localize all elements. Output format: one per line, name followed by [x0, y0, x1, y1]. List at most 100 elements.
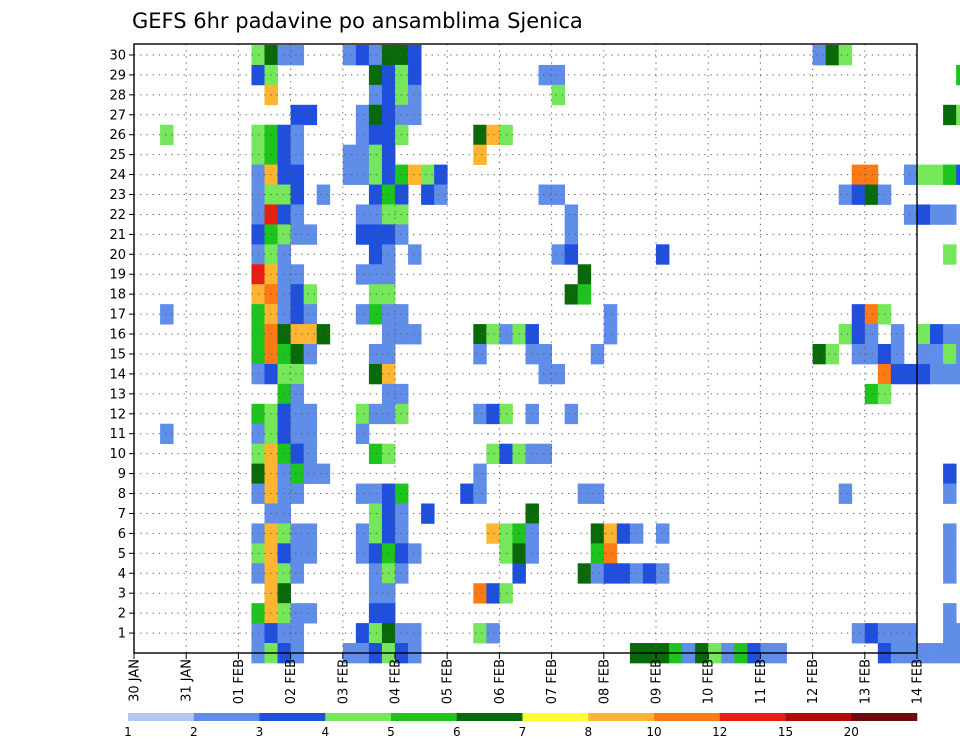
heatmap-cell — [277, 523, 291, 544]
heatmap-cell — [277, 284, 291, 305]
heatmap-cell — [851, 184, 866, 205]
heatmap-cell — [603, 304, 618, 325]
y-tick-label: 9 — [118, 467, 126, 482]
colorbar-swatch — [851, 713, 918, 721]
heatmap-cell — [355, 164, 370, 185]
heatmap-cell — [277, 224, 291, 245]
colorbar-label: 12 — [712, 725, 727, 739]
heatmap-cell — [956, 64, 960, 86]
heatmap-cell — [290, 543, 305, 564]
heatmap-cell — [903, 164, 918, 185]
heatmap-cell — [355, 124, 370, 146]
heatmap-cell — [930, 204, 944, 225]
x-tick-label: 01 FEB — [232, 659, 247, 704]
heatmap-cell — [277, 184, 291, 205]
x-tick-label: 14 FEB — [911, 659, 926, 704]
heatmap-cell — [408, 164, 422, 185]
heatmap-cell — [943, 523, 957, 544]
heatmap-cell — [590, 543, 605, 564]
heatmap-cell — [551, 64, 566, 86]
heatmap-cell — [290, 284, 305, 305]
heatmap-cell — [277, 45, 291, 66]
heatmap-cell — [525, 443, 539, 465]
heatmap-cell — [277, 144, 291, 165]
chart-title: GEFS 6hr padavine po ansamblima Sjenica — [132, 9, 583, 33]
y-tick-label: 16 — [109, 328, 126, 343]
heatmap-cell — [355, 144, 370, 165]
heatmap-cell — [303, 603, 318, 624]
heatmap-cell — [368, 144, 383, 165]
heatmap-cell — [943, 543, 957, 564]
heatmap-cell — [368, 363, 383, 385]
heatmap-cell — [564, 284, 579, 305]
heatmap-cell — [864, 304, 879, 325]
heatmap-cell — [851, 344, 866, 365]
y-tick-label: 8 — [118, 487, 126, 502]
x-tick-label: 06 FEB — [493, 659, 508, 704]
heatmap-cell — [903, 363, 918, 385]
heatmap-cell — [577, 284, 592, 305]
heatmap-cell — [851, 623, 866, 644]
heatmap-cell — [486, 124, 500, 146]
colorbar-swatch — [522, 713, 589, 721]
heatmap-cell — [408, 244, 422, 265]
heatmap-cell — [917, 164, 931, 185]
heatmap-cell — [943, 563, 957, 584]
x-tick-label: 30 JAN — [128, 659, 143, 702]
heatmap-cell — [603, 523, 618, 544]
heatmap-cell — [434, 164, 448, 185]
heatmap-cell — [408, 543, 422, 564]
heatmap-cell — [342, 144, 357, 165]
heatmap-cell — [368, 204, 383, 225]
heatmap-cell — [486, 623, 500, 644]
heatmap-cell — [525, 324, 539, 345]
heatmap-cell — [303, 104, 318, 126]
colorbar-label: 10 — [646, 725, 661, 739]
heatmap-cell — [421, 503, 435, 524]
heatmap-cell — [277, 324, 291, 345]
heatmap-cell — [525, 523, 539, 544]
heatmap-cell — [368, 224, 383, 245]
heatmap-cell — [564, 204, 579, 225]
x-tick-label: 02 FEB — [284, 659, 299, 704]
heatmap-cell — [525, 344, 539, 365]
heatmap-cell — [368, 623, 383, 644]
y-tick-label: 21 — [109, 228, 126, 243]
heatmap-cell — [355, 543, 370, 564]
heatmap-cell — [290, 523, 305, 544]
heatmap-cell — [368, 443, 383, 465]
heatmap-cell — [355, 104, 370, 126]
heatmap-cell — [486, 443, 500, 465]
heatmap-cell — [486, 403, 500, 425]
colorbar-label: 5 — [387, 725, 395, 739]
heatmap-cell — [956, 344, 960, 365]
y-tick-label: 13 — [109, 387, 126, 402]
y-tick-label: 25 — [109, 148, 126, 163]
y-tick-label: 20 — [109, 248, 126, 263]
y-tick-label: 22 — [109, 208, 126, 223]
heatmap-cell — [408, 104, 422, 126]
heatmap-cell — [564, 244, 579, 265]
heatmap-cell — [943, 164, 957, 185]
heatmap-cell — [917, 204, 931, 225]
heatmap-cell — [316, 184, 331, 205]
heatmap-cell — [368, 483, 383, 504]
y-tick-label: 4 — [118, 567, 126, 582]
x-tick-label: 11 FEB — [754, 659, 769, 704]
heatmap-cells — [160, 45, 960, 664]
heatmap-cell — [538, 184, 552, 205]
y-tick-label: 2 — [118, 607, 126, 622]
x-tick-label: 08 FEB — [597, 659, 612, 704]
heatmap-cell — [290, 224, 305, 245]
y-tick-label: 23 — [109, 188, 126, 203]
heatmap-cell — [368, 45, 383, 66]
y-tick-label: 11 — [109, 427, 126, 442]
heatmap-cell — [303, 523, 318, 544]
heatmap-cell — [812, 344, 827, 365]
heatmap-cell — [290, 264, 305, 285]
heatmap-cell — [421, 164, 435, 185]
heatmap-cell — [473, 623, 487, 644]
heatmap-cell — [943, 463, 957, 484]
colorbar-label: 6 — [453, 725, 461, 739]
heatmap-cell — [538, 363, 552, 385]
